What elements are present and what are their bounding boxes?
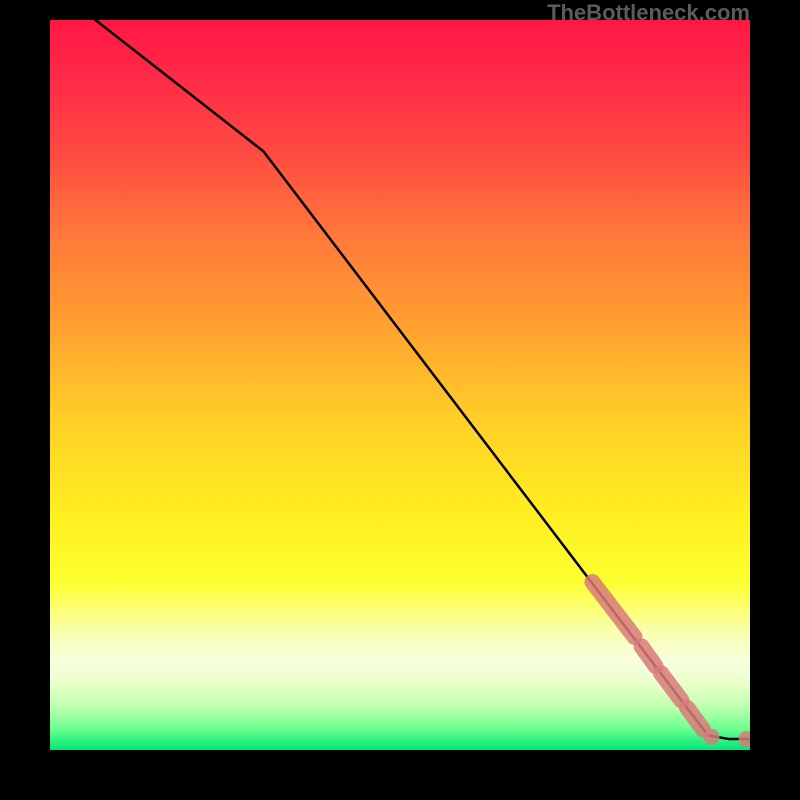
highlight-segment [642, 646, 656, 666]
bottleneck-chart [50, 20, 750, 750]
highlight-dot [704, 729, 720, 745]
chart-svg [50, 20, 750, 750]
watermark-text: TheBottleneck.com [547, 0, 750, 26]
